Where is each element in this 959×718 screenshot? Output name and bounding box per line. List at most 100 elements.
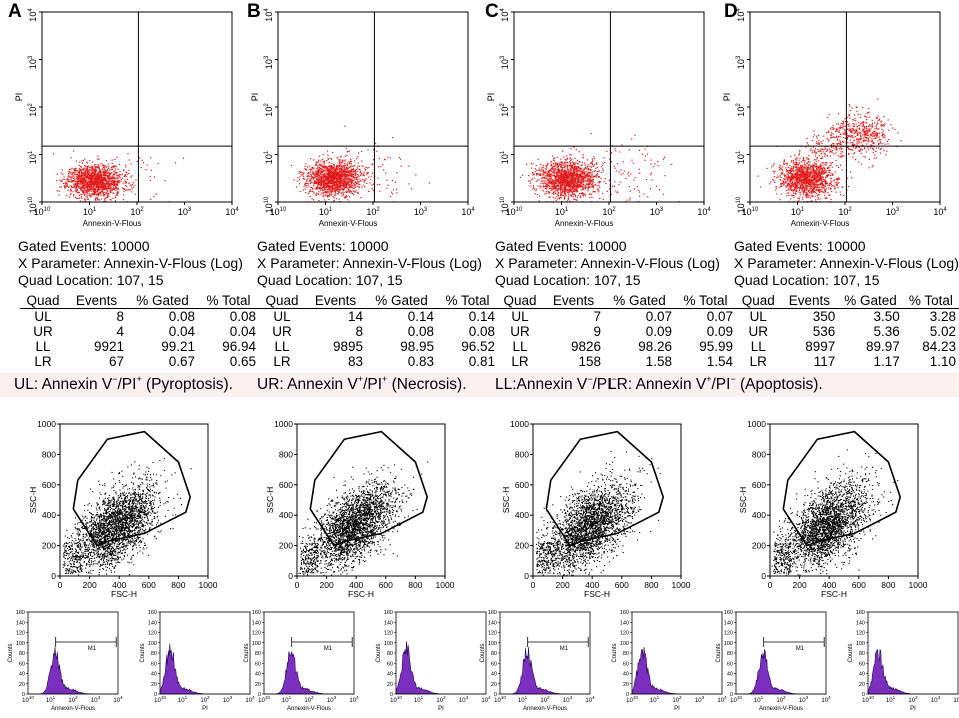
event-dot: [74, 179, 75, 180]
event-dot: [63, 179, 64, 180]
event-dot: [306, 179, 307, 180]
event-dot: [105, 520, 106, 521]
event-dot: [140, 527, 141, 528]
event-dot: [110, 514, 111, 515]
event-dot: [79, 198, 80, 199]
event-dot: [97, 555, 98, 556]
event-dot: [130, 177, 131, 178]
event-dot: [134, 461, 135, 462]
event-dot: [142, 501, 143, 502]
event-dot: [133, 182, 134, 183]
event-dot: [131, 562, 132, 563]
event-dot: [153, 462, 154, 463]
event-dot: [90, 175, 91, 176]
event-dot: [150, 474, 151, 475]
event-dot: [100, 180, 101, 181]
event-dot: [116, 529, 117, 530]
event-dot: [124, 555, 125, 556]
event-dot: [105, 521, 106, 522]
event-dot: [126, 176, 127, 177]
event-dot: [109, 196, 110, 197]
event-dot: [88, 175, 89, 176]
event-dot: [85, 546, 86, 547]
event-dot: [112, 524, 113, 525]
event-dot: [112, 472, 113, 473]
event-dot: [116, 504, 117, 505]
event-dot: [154, 507, 155, 508]
event-dot: [122, 494, 123, 495]
event-dot: [175, 472, 176, 473]
event-dot: [99, 181, 100, 182]
event-dot: [143, 526, 144, 527]
debris-dot: [77, 562, 78, 563]
event-dot: [100, 538, 101, 539]
event-dot: [131, 558, 132, 559]
event-dot: [87, 556, 88, 557]
event-dot: [114, 529, 115, 530]
event-dot: [107, 191, 108, 192]
event-dot: [138, 533, 139, 534]
event-dot: [125, 185, 126, 186]
x-axis-label: Annexin-V-Flous: [51, 706, 95, 712]
table-cell: 9921: [66, 339, 127, 354]
event-dot: [125, 515, 126, 516]
event-dot: [113, 176, 114, 177]
event-dot: [127, 562, 128, 563]
event-dot: [134, 510, 135, 511]
event-dot: [123, 199, 124, 200]
event-dot: [90, 183, 91, 184]
event-dot: [96, 520, 97, 521]
event-dot: [97, 159, 98, 160]
event-dot: [96, 189, 97, 190]
m1-marker-label: M1: [88, 646, 97, 652]
event-dot: [84, 168, 85, 169]
event-dot: [310, 171, 311, 172]
event-dot: [70, 182, 71, 183]
event-dot: [78, 183, 79, 184]
x-axis-label: PI: [202, 706, 208, 712]
debris-dot: [66, 573, 67, 574]
event-dot: [105, 177, 106, 178]
table-cell: 0.67: [127, 354, 198, 369]
event-dot: [117, 530, 118, 531]
event-dot: [107, 175, 108, 176]
event-dot: [140, 542, 141, 543]
event-dot: [138, 469, 139, 470]
event-dot: [110, 183, 111, 184]
event-dot: [113, 487, 114, 488]
event-dot: [150, 489, 151, 490]
event-dot: [144, 501, 145, 502]
event-dot: [150, 157, 151, 158]
event-dot: [149, 486, 150, 487]
event-dot: [148, 508, 149, 509]
event-dot: [100, 176, 101, 177]
debris-dot: [79, 543, 80, 544]
event-dot: [98, 516, 99, 517]
event-dot: [108, 168, 109, 169]
event-dot: [353, 190, 354, 191]
event-dot: [85, 166, 86, 167]
event-dot: [94, 521, 95, 522]
debris-dot: [67, 569, 68, 570]
event-dot: [103, 560, 104, 561]
event-dot: [107, 184, 108, 185]
event-dot: [141, 532, 142, 533]
event-dot: [150, 497, 151, 498]
event-dot: [67, 180, 68, 181]
event-dot: [102, 180, 103, 181]
event-dot: [68, 176, 69, 177]
debris-dot: [77, 569, 78, 570]
event-dot: [191, 468, 192, 469]
event-dot: [108, 181, 109, 182]
event-dot: [123, 527, 124, 528]
event-dot: [294, 179, 295, 180]
event-dot: [111, 572, 112, 573]
event-dot: [116, 540, 117, 541]
event-dot: [125, 520, 126, 521]
event-dot: [116, 166, 117, 167]
event-dot: [127, 538, 128, 539]
event-dot: [87, 510, 88, 511]
event-dot: [96, 502, 97, 503]
event-dot: [109, 518, 110, 519]
event-dot: [105, 511, 106, 512]
